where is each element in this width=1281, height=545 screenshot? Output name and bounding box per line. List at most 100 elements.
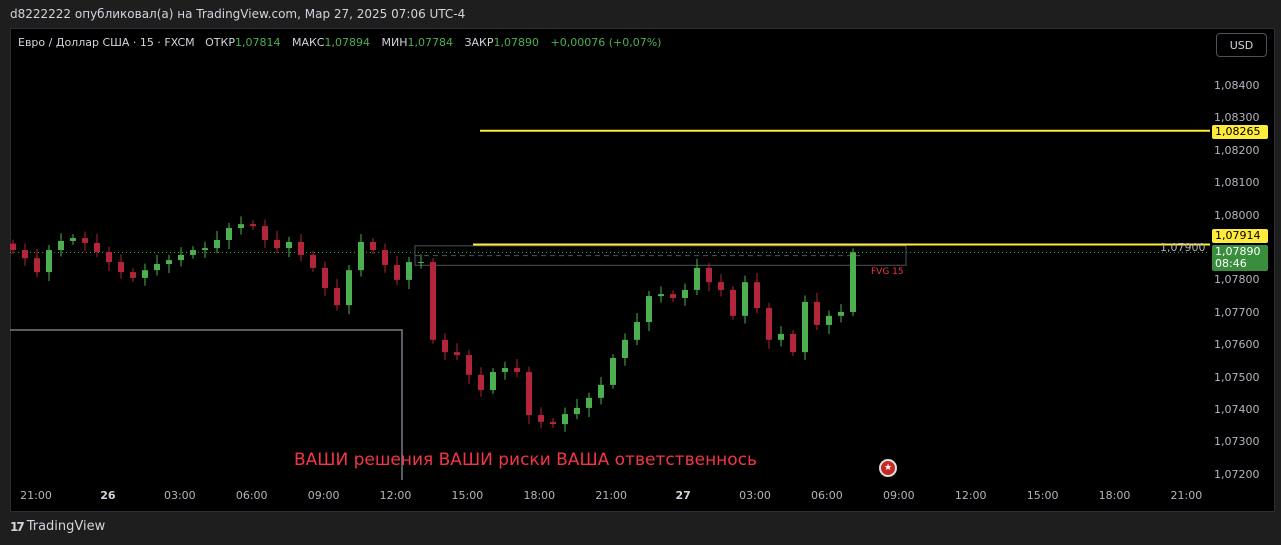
price-tick: 1,07900 (1160, 241, 1206, 254)
candle-body (334, 287, 340, 306)
candle-body (166, 260, 172, 264)
last-price: 1,07890 (1215, 245, 1261, 258)
open-label: ОТКР (205, 36, 235, 49)
price-tick: 1,08300 (1214, 111, 1260, 125)
candle-body (394, 264, 400, 280)
candle-body (286, 241, 292, 249)
price-tick: 1,08000 (1214, 208, 1260, 222)
candle-body (178, 254, 184, 261)
candle-body (778, 334, 784, 340)
candle-body (238, 224, 244, 229)
candle-body (58, 240, 64, 251)
candle-body (274, 240, 280, 249)
candle-body (382, 250, 388, 265)
candle-body (706, 267, 712, 283)
symbol-name: Евро / Доллар США · 15 · FXCM (18, 36, 195, 49)
low-label: МИН (381, 36, 408, 49)
price-tick: 1,08100 (1214, 176, 1260, 190)
candle-body (538, 415, 544, 422)
candle-body (214, 240, 220, 249)
currency-button[interactable]: USD (1216, 33, 1267, 57)
price-tick: 1,07700 (1214, 305, 1260, 319)
candle-body (154, 263, 160, 271)
candle-body (826, 315, 832, 325)
candle-body (322, 267, 328, 288)
candle-body (598, 384, 604, 398)
price-tick: 1,08400 (1214, 79, 1260, 92)
time-tick: 09:00 (307, 489, 340, 502)
high-value: 1,07894 (324, 36, 370, 49)
candle-body (10, 243, 16, 251)
candle-body (22, 250, 28, 259)
candle-body (742, 282, 748, 316)
time-tick: 27 (675, 489, 691, 502)
last-price-tag: 1,07890 08:46 (1212, 245, 1268, 271)
candle-body (490, 371, 496, 391)
candle-body (634, 322, 640, 340)
candle-body (118, 262, 124, 273)
time-tick: 21:00 (595, 489, 628, 502)
candle-body (190, 250, 196, 255)
candle-body (262, 226, 268, 241)
candle-body (550, 421, 556, 425)
fvg-label: FVG 15 (871, 267, 904, 277)
candle-body (418, 262, 424, 264)
candle-body (250, 224, 256, 227)
price-tick: 1,07500 (1214, 370, 1260, 384)
candle-body (718, 282, 724, 290)
chart-pane[interactable] (10, 28, 1275, 512)
candle-body (586, 397, 592, 408)
candle-body (346, 270, 352, 306)
candle-body (610, 357, 616, 385)
candle-body (82, 238, 88, 243)
time-tick: 26 (100, 489, 116, 502)
price-tick: 1,07400 (1214, 403, 1260, 416)
price-tick: 1,08200 (1214, 143, 1260, 157)
upper-level-tag: 1,08265 (1212, 125, 1268, 139)
candle-body (226, 228, 232, 241)
candle-body (574, 407, 580, 415)
candle-body (106, 251, 112, 263)
candle-body (202, 248, 208, 251)
candle-body (658, 294, 664, 297)
lower-level-tag: 1,07914 (1212, 229, 1268, 243)
time-tick: 09:00 (882, 489, 915, 502)
candle-body (514, 368, 520, 372)
price-tick: 1,07200 (1214, 467, 1260, 481)
candle-body (370, 241, 376, 251)
candle-body (454, 352, 460, 356)
time-tick: 03:00 (739, 489, 771, 502)
open-value: 1,07814 (234, 36, 281, 49)
candle-body (466, 355, 472, 375)
candle-body (298, 241, 304, 255)
price-tick: 1,07800 (1214, 273, 1260, 287)
candle-body (478, 374, 484, 391)
candle-body (694, 267, 700, 290)
candle-body (670, 294, 676, 299)
candle-body (646, 296, 652, 323)
candle-body (754, 282, 760, 309)
candle-body (790, 334, 796, 353)
candle-body (562, 414, 568, 425)
time-tick: 06:00 (811, 489, 843, 502)
brand-name: TradingView (26, 519, 106, 534)
candle-body (802, 301, 808, 353)
candle-body (502, 368, 508, 372)
candle-body (142, 270, 148, 278)
close-label: ЗАКР (464, 36, 494, 49)
candle-body (766, 308, 772, 340)
candle-body (310, 254, 316, 268)
candle-body (526, 371, 532, 416)
us-flag-event-icon[interactable]: ★ (879, 459, 897, 477)
candle-body (442, 339, 448, 353)
time-tick: 03:00 (163, 489, 196, 502)
brand[interactable]: 17 TradingView (10, 519, 105, 534)
candle-body (406, 262, 412, 280)
candle-body (622, 339, 628, 358)
time-tick: 21:00 (1170, 489, 1203, 502)
session-box-line (10, 329, 403, 480)
close-value: 1,07890 (493, 36, 540, 49)
candle-body (70, 238, 76, 241)
candle-body (430, 262, 436, 340)
